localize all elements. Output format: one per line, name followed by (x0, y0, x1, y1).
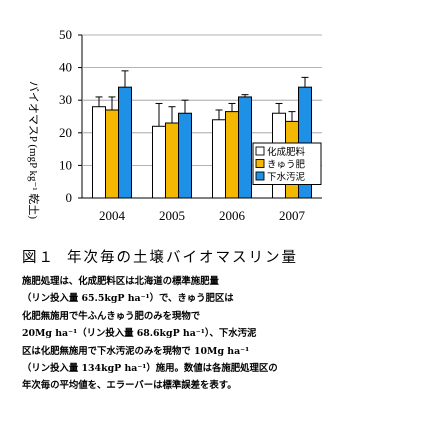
y-tick-label: 40 (59, 60, 72, 75)
note-line: （リン投入量 134kgP ha⁻¹）施用。数値は各施肥処理区の (22, 363, 278, 375)
y-tick-label: 50 (59, 27, 72, 42)
note-line: 区は化肥無施用で下水汚泥のみを現物で 10Mg ha⁻¹ (22, 345, 250, 357)
bar (105, 109, 119, 199)
y-tick-label: 30 (59, 92, 72, 107)
legend-swatch (255, 159, 265, 168)
note-line: （リン投入量 65.5kgP ha⁻¹）で、きゅう肥区は (22, 293, 234, 305)
note-line: 年次毎の平均値を、エラーバーは標準誤差を表す。 (22, 380, 237, 392)
bar (238, 96, 252, 199)
x-tick-label: 2006 (219, 208, 246, 223)
figure-caption: 図１ 年次毎の土壌バイオマスリン量 施肥処理は、化成肥料区は北海道の標準施肥量 （… (22, 246, 422, 395)
bar (92, 106, 106, 199)
bar (212, 119, 226, 199)
y-tick-label: 10 (59, 157, 72, 172)
legend-swatch (255, 146, 265, 156)
y-axis-label: バイオマスP (mgP kg⁻¹ 乾土) (27, 81, 40, 219)
legend-swatch (255, 171, 265, 181)
x-axis: 2004 2005 2006 2007 (82, 197, 322, 223)
bar-chart: 0 10 20 30 40 50 2004 2005 2006 2007 バイオマスP (mgP… (27, 27, 322, 223)
bar (178, 112, 192, 199)
bar (152, 125, 166, 199)
legend-label: きゅう肥 (267, 160, 306, 171)
bar (165, 122, 179, 199)
note-line: 施肥処理は、化成肥料区は北海道の標準施肥量 (22, 276, 219, 287)
legend-label: 化成肥料 (267, 146, 306, 158)
error-bars (95, 70, 309, 127)
figure-notes: 施肥処理は、化成肥料区は北海道の標準施肥量 （リン投入量 65.5kgP ha⁻… (22, 273, 422, 395)
legend-label: 下水汚泥 (267, 171, 306, 183)
figure-title: 図１ 年次毎の土壌バイオマスリン量 (22, 246, 422, 267)
note-line: 20Mg ha⁻¹（リン投入量 68.6kgP ha⁻¹）、下水汚泥 (22, 328, 257, 340)
note-line: 化肥無施用で牛ふんきゅう肥のみを現物で (22, 310, 201, 322)
y-tick-label: 0 (66, 190, 73, 205)
y-tick-label: 20 (59, 125, 72, 140)
figure-title-text: 年次毎の土壌バイオマスリン量 (67, 250, 298, 266)
x-tick-label: 2007 (279, 208, 306, 223)
bar (225, 111, 239, 199)
figure-number: 図１ (22, 250, 55, 266)
x-tick-label: 2004 (99, 208, 126, 223)
x-tick-label: 2005 (159, 208, 185, 223)
bars (92, 86, 312, 199)
bar (118, 86, 132, 199)
